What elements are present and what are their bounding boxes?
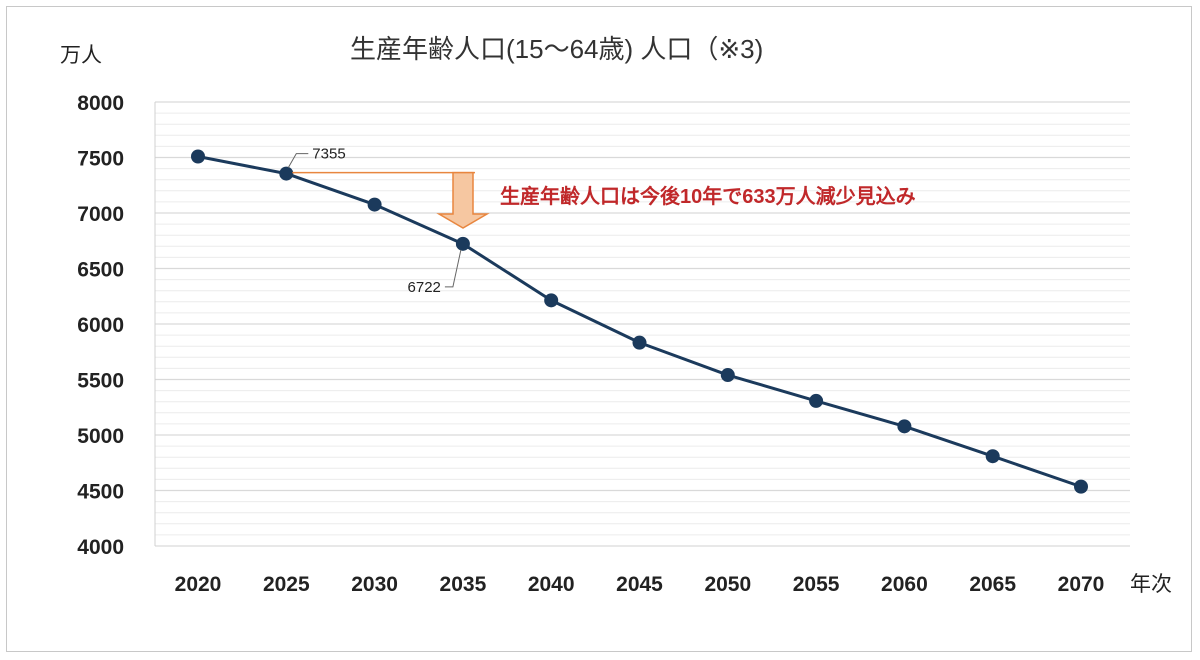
annotation-text: 生産年齢人口は今後10年で633万人減少見込み bbox=[500, 184, 916, 208]
y-tick-label: 4500 bbox=[77, 481, 124, 504]
data-point bbox=[720, 368, 735, 383]
chart-title: 生産年齢人口(15～64歳) 人口（※3) bbox=[350, 34, 763, 64]
x-tick-label: 2035 bbox=[440, 573, 487, 596]
x-tick-label: 2025 bbox=[263, 573, 310, 596]
x-tick-label: 2040 bbox=[528, 573, 575, 596]
y-axis: 4000 4500 5000 5500 6000 6500 7000 7500 8000 bbox=[77, 92, 156, 559]
data-label: 6722 bbox=[408, 279, 441, 296]
down-arrow bbox=[436, 171, 490, 229]
data-point bbox=[544, 293, 559, 308]
y-tick-label: 6000 bbox=[77, 314, 124, 337]
data-point bbox=[809, 393, 824, 408]
x-tick-label: 2055 bbox=[793, 573, 840, 596]
data-point bbox=[191, 149, 205, 164]
x-tick-label: 2045 bbox=[616, 573, 663, 596]
x-tick-label: 2070 bbox=[1058, 573, 1105, 596]
data-label-leader bbox=[444, 249, 462, 288]
data-point bbox=[455, 236, 470, 251]
y-tick-label: 7500 bbox=[77, 148, 124, 171]
data-point bbox=[367, 197, 382, 212]
gridlines bbox=[155, 101, 1130, 547]
y-tick-label: 7000 bbox=[77, 203, 124, 226]
y-axis-unit-label: 万人 bbox=[60, 44, 102, 67]
x-axis: 2020 2025 2030 2035 2040 2045 2050 2055 2060 2065… bbox=[175, 573, 1105, 596]
y-tick-label: 4000 bbox=[77, 536, 124, 559]
data-point bbox=[985, 449, 1000, 464]
x-tick-label: 2065 bbox=[969, 573, 1016, 596]
y-tick-label: 5500 bbox=[77, 370, 124, 393]
annotation-group: 生産年齢人口は今後10年で633万人減少見込み 7355 6722 bbox=[287, 146, 916, 296]
data-label: 7355 bbox=[312, 146, 345, 163]
data-point bbox=[897, 419, 912, 434]
series-markers bbox=[191, 149, 1088, 494]
x-tick-label: 2060 bbox=[881, 573, 928, 596]
x-tick-label: 2030 bbox=[351, 573, 398, 596]
x-tick-label: 2050 bbox=[704, 573, 751, 596]
y-tick-label: 6500 bbox=[77, 259, 124, 282]
data-point bbox=[632, 335, 647, 350]
data-point bbox=[279, 166, 294, 181]
y-tick-label: 5000 bbox=[77, 425, 124, 448]
x-tick-label: 2020 bbox=[175, 573, 222, 596]
y-tick-label: 8000 bbox=[77, 92, 124, 115]
x-axis-unit-label: 年次 bbox=[1130, 573, 1172, 596]
data-label-leader bbox=[287, 153, 309, 168]
data-point bbox=[1074, 479, 1088, 494]
